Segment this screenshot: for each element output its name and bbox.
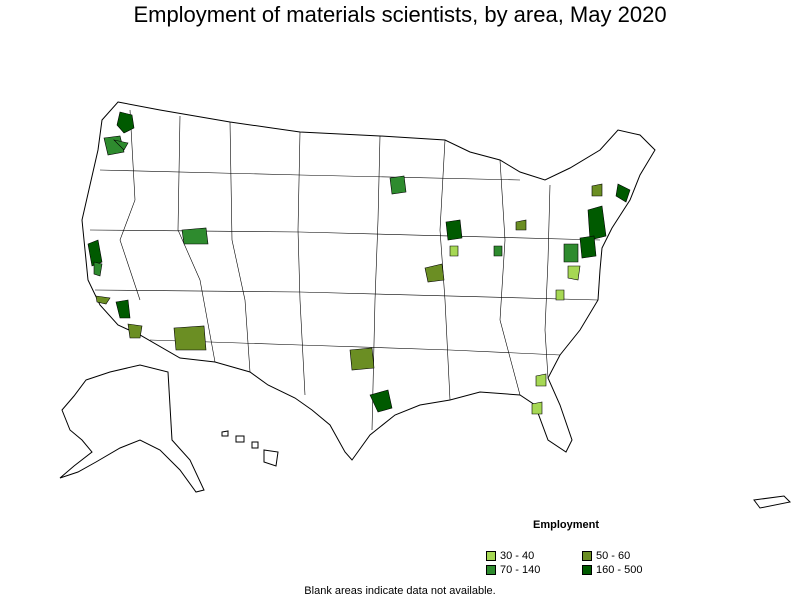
area-dallas [349,347,375,371]
area-rochester [591,183,603,197]
legend-item: 70 - 140 [486,564,582,576]
legend-label: 50 - 60 [596,550,631,562]
area-champaign [449,245,459,257]
puerto-rico-outline [753,495,792,509]
area-st-louis [424,263,445,283]
area-philadelphia [579,235,597,259]
area-dayton [493,245,503,257]
area-houston [369,389,393,413]
area-ny-nj [587,205,607,241]
legend-swatch [486,551,496,561]
area-cleveland [515,219,527,231]
area-los-angeles [95,295,111,305]
legend-title: Employment [532,519,599,531]
area-minneapolis [389,175,407,195]
legend-label: 30 - 40 [500,550,535,562]
footnote: Blank areas indicate data not available. [304,585,496,597]
area-phoenix [173,325,207,351]
legend-swatch [582,565,592,575]
area-tampa [531,401,543,415]
area-san-jose [93,261,103,277]
map-legend: Employment 30 - 40 50 - 60 70 - 140 160 - 5… [486,519,646,576]
legend-swatch [582,551,592,561]
area-riverside [115,299,131,319]
legend-swatch [486,565,496,575]
legend-label: 160 - 500 [596,564,643,576]
hawaii-outline [221,430,279,467]
area-richmond [567,265,581,281]
legend-item: 30 - 40 [486,550,582,562]
area-salem [113,139,129,151]
area-raleigh [555,289,565,301]
area-jacksonville [535,373,547,387]
area-seattle [116,111,135,134]
legend-item: 50 - 60 [582,550,662,562]
area-boston [615,183,631,203]
area-san-diego [127,323,143,339]
area-chicago [445,219,463,241]
area-baltimore-dc [563,243,579,263]
legend-item: 160 - 500 [582,564,662,576]
legend-label: 70 - 140 [500,564,541,576]
area-sf-bay [87,239,103,267]
map-title: Employment of materials scientists, by a… [133,2,667,27]
employment-areas [87,111,631,415]
area-salt-lake [181,227,209,245]
legend-items: 30 - 40 50 - 60 70 - 140 160 - 500 [486,550,646,576]
alaska-outline [59,364,205,493]
area-portland [103,135,125,156]
